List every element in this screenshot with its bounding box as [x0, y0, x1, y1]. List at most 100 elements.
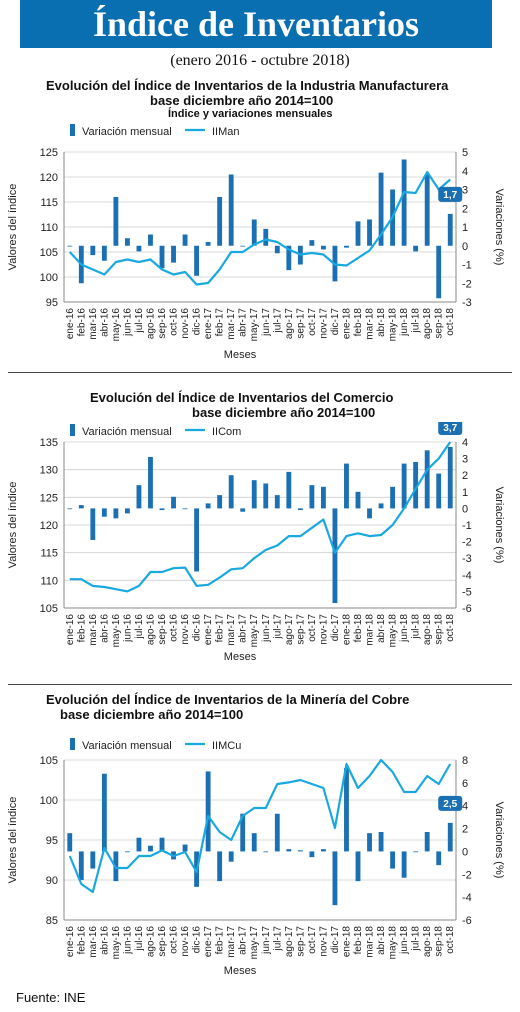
- x-tick-label: oct-16: [169, 926, 180, 954]
- legend-label-bar: Variación mensual: [82, 126, 172, 138]
- bar-variacion: [67, 245, 73, 247]
- x-tick-label: feb-17: [215, 614, 226, 643]
- chart-title-line-1: Evolución del Índice de Inventarios de l…: [46, 692, 410, 707]
- x-tick-label: may-18: [388, 926, 399, 960]
- y-tick-label: 95: [46, 297, 58, 309]
- x-tick-label: feb-17: [215, 308, 226, 337]
- bar-variacion: [101, 508, 107, 517]
- bar-variacion: [355, 851, 361, 882]
- bar-variacion: [401, 851, 407, 878]
- chart-title-line-1: Evolución del Índice de Inventarios de l…: [46, 78, 449, 93]
- x-tick-label: feb-18: [353, 926, 364, 955]
- legend-label-line: IIMan: [212, 126, 240, 138]
- x-tick-label: jul-18: [411, 926, 422, 952]
- x-tick-label: abr-17: [238, 926, 249, 955]
- y-tick-label: 125: [40, 492, 58, 504]
- bar-variacion: [286, 471, 292, 509]
- callout-value-label: 2,5: [443, 799, 457, 810]
- x-tick-label: jul-17: [272, 308, 283, 334]
- y-tick-label: 125: [40, 147, 58, 159]
- x-tick-label: oct-18: [445, 926, 456, 954]
- x-tick-label: sep-18: [434, 926, 445, 957]
- line-index-series: [68, 758, 452, 894]
- callout-badge: [438, 795, 463, 811]
- bar-variacion: [205, 242, 211, 246]
- x-tick-label: dic-16: [192, 308, 203, 336]
- y2-tick-label: 3: [462, 454, 468, 466]
- bar-variacion: [274, 245, 280, 254]
- bar-variacion: [90, 508, 96, 540]
- x-tick-label: ene-16: [65, 926, 76, 958]
- bar-variacion: [217, 197, 223, 246]
- bar-variacion: [263, 483, 269, 509]
- x-tick-label: ene-18: [341, 614, 352, 646]
- x-tick-label: oct-17: [307, 308, 318, 336]
- bar-variacion: [113, 508, 119, 519]
- y2-tick-label: 0: [462, 846, 468, 858]
- page-subtitle: (enero 2016 - octubre 2018): [170, 52, 350, 69]
- y-tick-label: 120: [40, 520, 58, 532]
- bar-variacion: [90, 851, 96, 869]
- bar-variacion: [194, 508, 200, 572]
- x-tick-label: ago-16: [145, 614, 156, 646]
- bar-variacion: [436, 851, 442, 866]
- bar-variacion: [205, 771, 211, 852]
- bar-variacion: [136, 837, 142, 852]
- x-tick-label: nov-17: [318, 926, 329, 957]
- y2-tick-label: 8: [462, 755, 468, 767]
- x-tick-label: mar-16: [88, 308, 99, 340]
- y2-tick-label: -5: [462, 586, 472, 598]
- y-tick-label: 130: [40, 465, 58, 477]
- x-tick-label: dic-17: [330, 926, 341, 954]
- bar-variacion: [159, 508, 165, 511]
- bar-variacion: [251, 833, 257, 852]
- bar-variacion: [390, 486, 396, 509]
- x-tick-label: oct-17: [307, 614, 318, 642]
- y-tick-label: 90: [46, 875, 58, 887]
- x-tick-label: ene-16: [65, 308, 76, 340]
- x-tick-label: jun-16: [122, 614, 133, 643]
- y-tick-label: 115: [40, 197, 58, 209]
- bar-variacion: [378, 503, 384, 509]
- x-tick-label: mar-17: [226, 308, 237, 340]
- y2-tick-label: -6: [462, 603, 472, 615]
- x-tick-label: ago-16: [145, 926, 156, 958]
- x-tick-label: ago-18: [422, 308, 433, 340]
- x-tick-label: oct-16: [169, 308, 180, 336]
- x-tick-label: abr-18: [376, 308, 387, 337]
- x-tick-label: sep-17: [295, 926, 306, 957]
- title-banner: Índice de Inventarios: [20, 0, 492, 48]
- bar-variacion: [424, 174, 430, 246]
- bar-variacion: [309, 851, 315, 858]
- bar-variacion: [332, 508, 338, 604]
- bar-variacion: [124, 238, 130, 246]
- callout-badge: [438, 422, 463, 435]
- bar-variacion: [205, 503, 211, 509]
- x-tick-label: ene-17: [203, 614, 214, 646]
- bar-variacion: [171, 245, 176, 263]
- line-index-series: [68, 170, 451, 286]
- bar-variacion: [413, 851, 419, 853]
- x-tick-label: may-16: [111, 614, 122, 648]
- bar-variacion: [228, 475, 234, 509]
- y-tick-label: 120: [40, 172, 58, 184]
- legend-swatch-bar: [70, 424, 75, 436]
- bar-variacion: [263, 228, 269, 246]
- y-tick-label: 135: [40, 437, 58, 449]
- bar-variacion: [436, 245, 442, 299]
- x-tick-label: nov-16: [180, 926, 191, 957]
- legend-label-bar: Variación mensual: [82, 740, 172, 752]
- x-tick-label: ago-17: [284, 614, 295, 646]
- bar-variacion: [148, 456, 153, 509]
- bar-variacion: [344, 245, 349, 248]
- callout-badge: [438, 186, 463, 202]
- bar-variacion: [159, 245, 165, 269]
- bar-variacion: [297, 850, 303, 852]
- bar-variacion: [447, 446, 453, 509]
- y2-axis-title: Variaciones (%): [493, 802, 505, 879]
- bar-variacion: [309, 240, 315, 246]
- x-tick-label: abr-17: [238, 614, 249, 643]
- x-tick-label: ene-16: [65, 614, 76, 646]
- x-tick-label: may-18: [388, 614, 399, 648]
- x-tick-label: feb-16: [76, 926, 87, 955]
